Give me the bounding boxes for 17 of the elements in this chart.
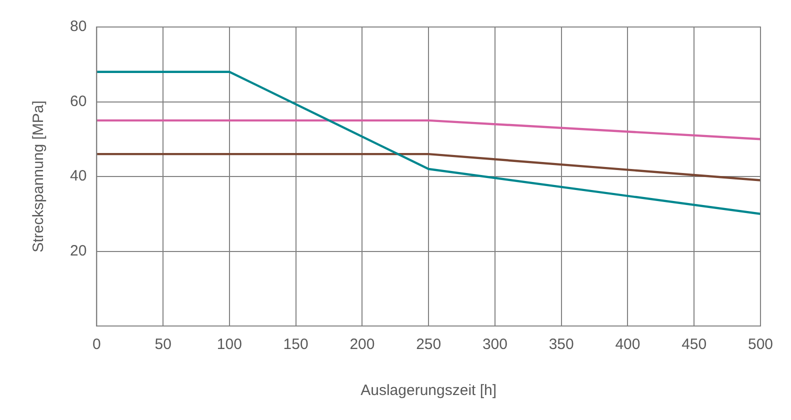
y-tick-label: 40 (70, 168, 87, 185)
x-tick-label: 250 (416, 336, 442, 354)
x-axis-title: Auslagerungszeit [h] (360, 382, 497, 400)
x-tick-label: 0 (92, 336, 101, 354)
x-tick-label: 500 (748, 336, 773, 354)
x-tick-label: 200 (350, 336, 375, 354)
x-tick-label: 50 (154, 336, 172, 354)
x-tick-label: 450 (682, 336, 707, 354)
y-tick-label: 20 (70, 242, 87, 260)
x-tick-label: 400 (615, 336, 640, 354)
y-tick-label: 60 (70, 92, 87, 110)
y-axis-title: Streckspannung [MPa] (30, 100, 48, 252)
y-tick-label: 80 (70, 18, 87, 36)
x-tick-label: 300 (482, 336, 508, 354)
x-tick-label: 100 (216, 336, 242, 354)
x-tick-label: 150 (283, 336, 308, 354)
x-tick-label: 350 (548, 336, 574, 354)
